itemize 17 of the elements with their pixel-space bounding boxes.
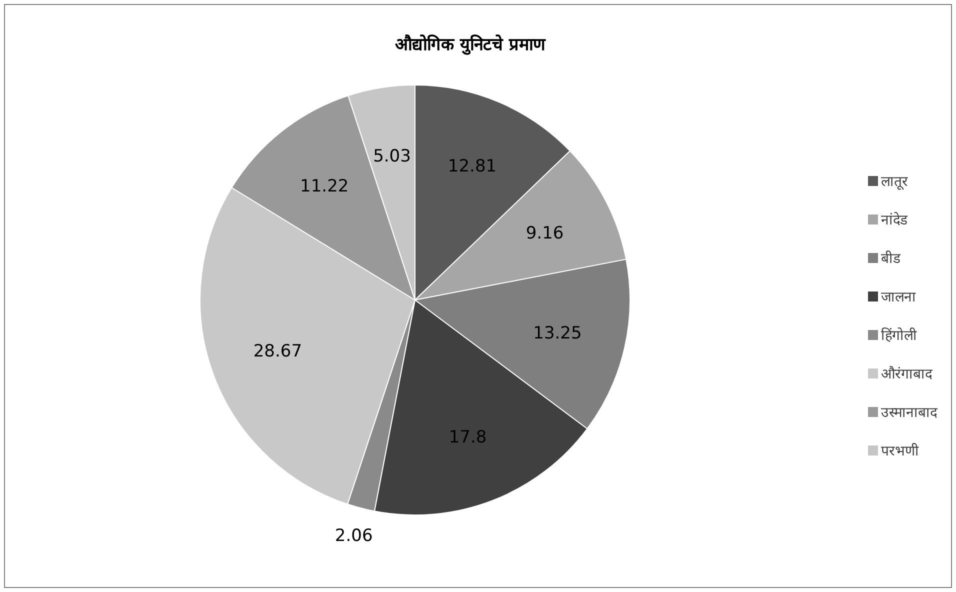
legend-label: नांदेड: [881, 212, 908, 228]
data-label: 9.16: [526, 224, 564, 244]
data-label: 12.81: [448, 156, 497, 176]
legend-label: उस्मानाबाद: [881, 405, 938, 421]
legend-label: हिंगोली: [881, 327, 917, 344]
data-label: 17.8: [448, 427, 487, 448]
data-label: 5.03: [373, 146, 411, 167]
data-label: 28.67: [253, 341, 302, 362]
data-label: 11.22: [300, 176, 349, 196]
data-label: 2.06: [334, 526, 373, 546]
legend-label: बीड: [881, 250, 901, 267]
legend-label: औरंगाबाद: [881, 366, 933, 382]
legend-label: लातूर: [881, 174, 908, 190]
data-label: 13.25: [533, 324, 582, 344]
legend-label: परभणी: [881, 442, 919, 460]
chart-title: औद्योगिक युनिटचे प्रमाण: [395, 34, 546, 55]
legend-label: जालना: [881, 290, 916, 306]
